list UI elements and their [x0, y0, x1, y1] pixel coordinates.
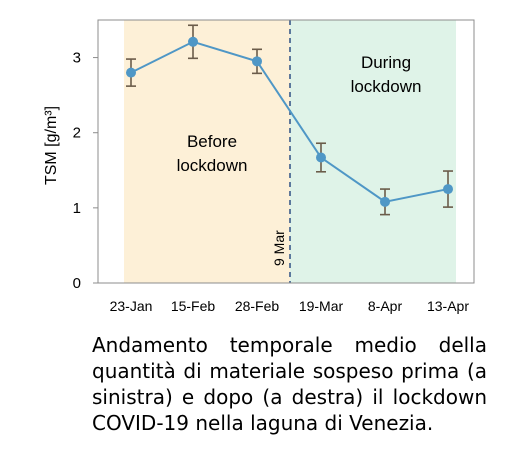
y-tick-label: 2: [73, 125, 81, 142]
y-tick-label: 3: [73, 50, 81, 67]
x-tick-label: 13-Apr: [427, 298, 469, 314]
lockdown-divider-label: 9 Mar: [271, 230, 287, 266]
during-region-label-line1: During: [361, 53, 411, 72]
x-tick-label: 28-Feb: [235, 298, 280, 314]
data-point: [316, 152, 326, 163]
data-point: [380, 196, 390, 207]
data-point: [126, 67, 136, 78]
figure-caption: Andamento temporale medio della quantità…: [92, 333, 487, 435]
x-tick-label: 15-Feb: [171, 298, 216, 314]
x-tick-label: 8-Apr: [368, 298, 403, 314]
data-point: [252, 56, 262, 67]
y-tick-label: 1: [73, 200, 81, 217]
x-tick-label: 19-Mar: [299, 298, 344, 314]
before-region-label-line2: lockdown: [177, 156, 248, 175]
y-axis-label: TSM [g/m³]: [43, 106, 60, 185]
plot-frame: [97, 19, 475, 284]
during-region-label-line2: lockdown: [351, 77, 422, 96]
data-point: [188, 36, 198, 47]
before-lockdown-region: [124, 20, 290, 283]
before-region-label-line1: Before: [187, 132, 237, 151]
y-tick-label: 0: [73, 275, 81, 292]
data-point: [443, 184, 453, 195]
x-tick-label: 23-Jan: [110, 298, 153, 314]
series-line: [130, 40, 449, 203]
